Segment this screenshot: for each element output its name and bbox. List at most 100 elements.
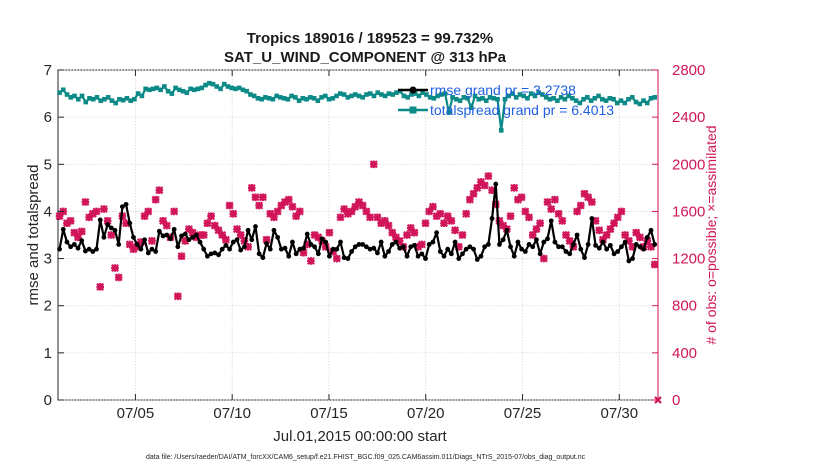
data-point [559, 244, 565, 250]
obs-point [325, 228, 334, 237]
data-point [460, 251, 465, 257]
data-point [360, 95, 366, 100]
legend-spread-label: totalspread grand pr = 6.4013 [430, 102, 614, 118]
data-point [75, 245, 81, 251]
data-point [83, 248, 88, 254]
data-point [245, 227, 251, 233]
data-point [253, 224, 258, 229]
data-point [513, 95, 519, 100]
data-point [68, 95, 74, 100]
data-point [79, 238, 85, 244]
obs-point [554, 209, 563, 218]
data-point [345, 256, 351, 261]
obs-point [621, 231, 630, 239]
data-point [132, 96, 137, 102]
gridlines [58, 69, 658, 401]
data-point [622, 100, 628, 106]
data-point [271, 227, 277, 233]
data-point [600, 239, 606, 245]
data-point [293, 95, 298, 100]
obs-point [369, 160, 378, 169]
obs-point [521, 207, 530, 216]
obs-point [299, 248, 308, 257]
obs-point [617, 207, 626, 216]
obs-point [199, 231, 208, 239]
data-point [229, 85, 235, 91]
obs-point [74, 233, 83, 242]
data-point [537, 251, 543, 257]
data-point [389, 242, 395, 247]
data-point [457, 98, 463, 103]
obs-point [103, 216, 112, 225]
data-point [629, 95, 635, 100]
data-point [210, 81, 216, 87]
data-point [424, 92, 429, 97]
y-right-tick-label: 800 [672, 298, 697, 315]
chart-title: Tropics 189016 / 189523 = 99.732% [247, 30, 493, 47]
data-point [371, 245, 377, 251]
data-point [441, 253, 447, 259]
data-point [607, 95, 613, 101]
obs-point [321, 242, 330, 251]
obs-point [292, 212, 301, 221]
data-point [430, 239, 436, 245]
x-tick-label: 07/15 [310, 405, 348, 422]
data-point [404, 253, 410, 259]
data-point [168, 236, 173, 242]
data-point [289, 93, 294, 99]
obs-point [332, 254, 341, 263]
data-point [153, 249, 159, 254]
data-point [108, 225, 114, 231]
data-point [145, 250, 151, 256]
data-point [412, 242, 417, 248]
data-point [150, 86, 156, 92]
obs-point [99, 205, 108, 214]
obs-point [406, 223, 415, 232]
data-point [216, 252, 221, 258]
data-point [652, 95, 658, 100]
data-point [334, 93, 339, 99]
data-file-note: data file: /Users/raeder/DAI/ATM_forcXX/… [146, 454, 586, 461]
data-point [536, 90, 541, 95]
data-point [304, 96, 309, 102]
data-point [236, 85, 242, 91]
data-point [611, 96, 616, 102]
data-point [315, 251, 321, 257]
x-axis: 07/05 07/10 07/15 07/20 07/25 07/30 [117, 405, 638, 422]
data-point [409, 92, 414, 97]
obs-point [170, 207, 179, 216]
data-point [156, 228, 162, 234]
obs-point [436, 209, 445, 218]
data-point [90, 96, 96, 102]
data-point [547, 96, 553, 102]
data-point [64, 239, 70, 245]
data-point [256, 251, 262, 257]
obs-point [647, 242, 655, 251]
obs-point [480, 181, 489, 190]
obs-point [247, 183, 256, 192]
data-point [105, 222, 111, 228]
data-point [637, 101, 643, 107]
data-point [308, 95, 313, 100]
data-point [86, 246, 92, 252]
data-point [545, 236, 550, 242]
data-point [263, 95, 268, 100]
obs-point [595, 226, 604, 235]
x-axis-label: Jul.01,2015 00:00:00 start [273, 428, 447, 445]
data-point [405, 95, 410, 100]
data-point [420, 90, 425, 95]
data-point [300, 95, 306, 101]
data-point [364, 92, 369, 97]
data-point [117, 96, 122, 102]
data-point [119, 204, 125, 210]
data-point [585, 95, 590, 100]
obs-point [473, 183, 482, 192]
data-point [190, 234, 196, 240]
data-point [175, 244, 181, 250]
data-point [371, 93, 377, 99]
obs-point [111, 264, 119, 272]
data-point [64, 92, 70, 97]
data-point [604, 246, 610, 252]
obs-point [277, 201, 286, 210]
data-point [160, 233, 166, 239]
